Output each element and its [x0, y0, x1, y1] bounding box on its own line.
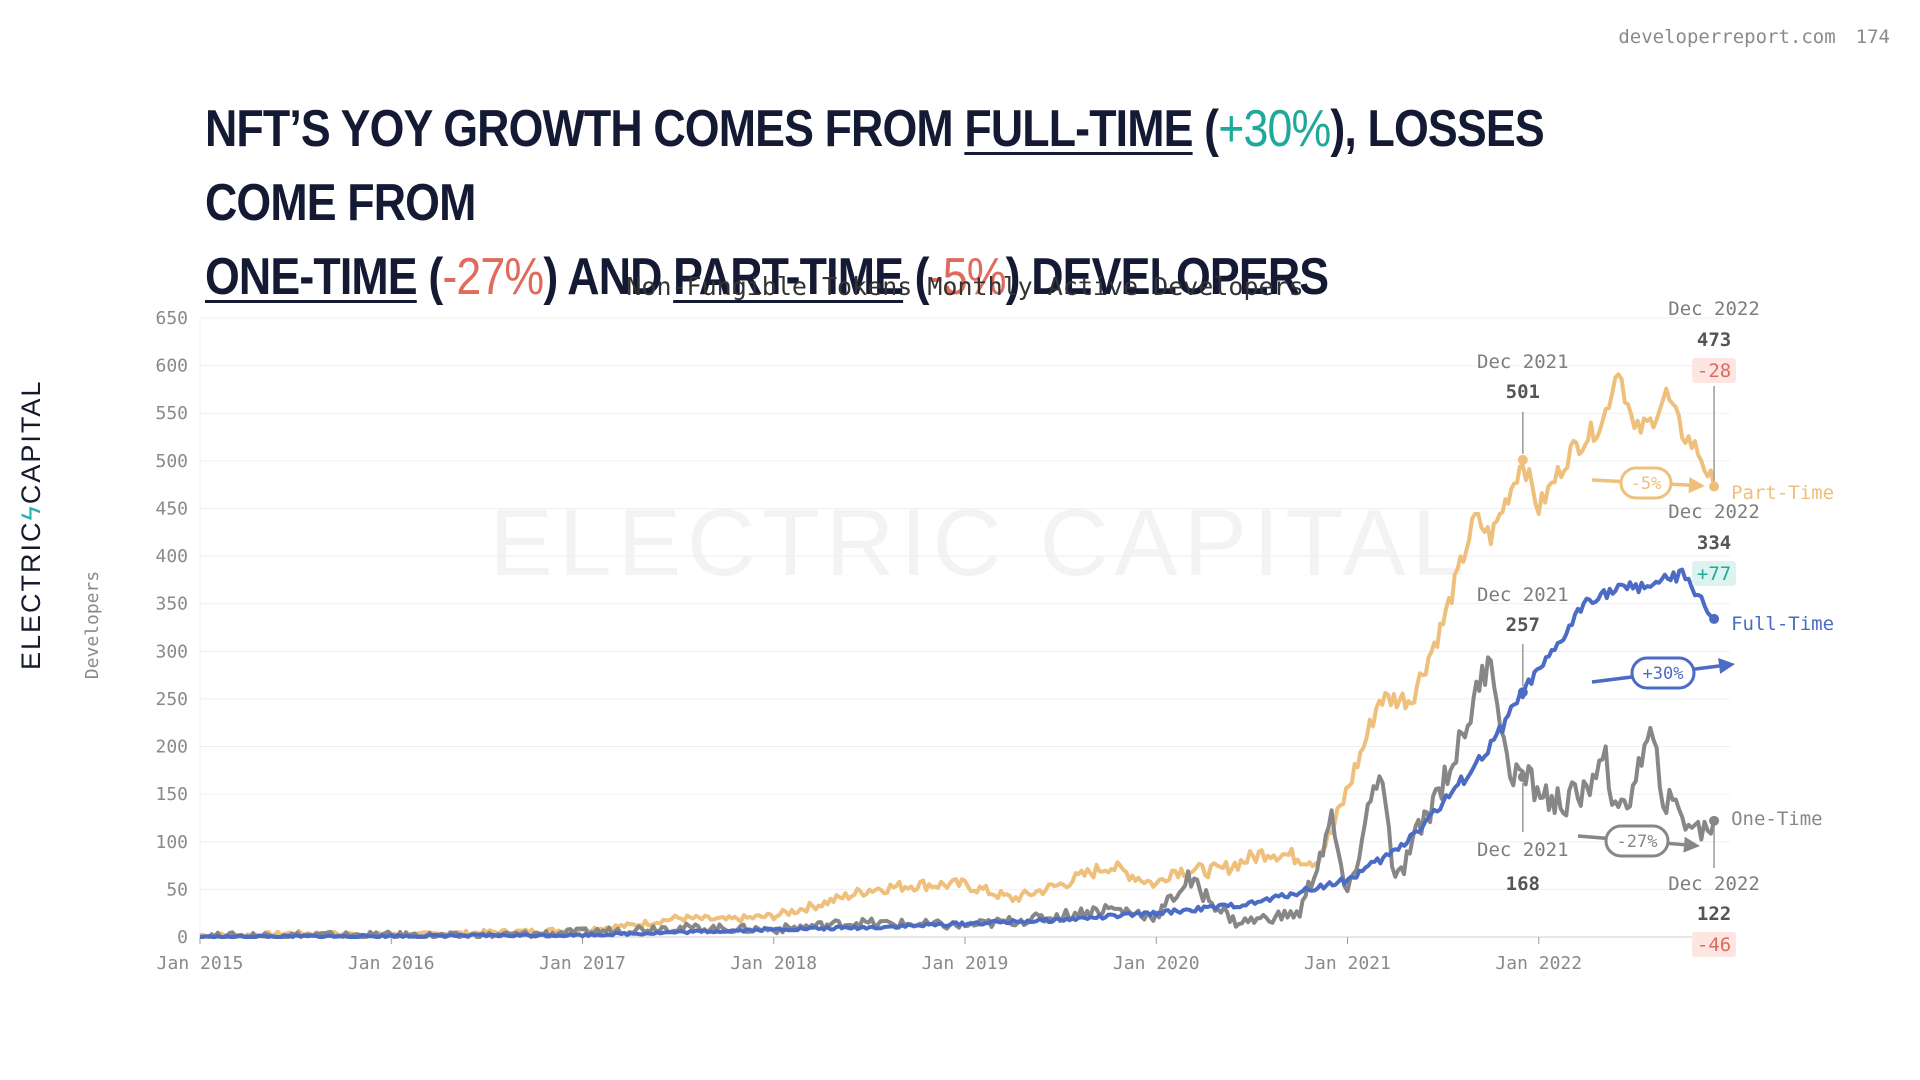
endpoint-marker	[1517, 454, 1528, 465]
annotation-value: 257	[1506, 614, 1540, 636]
y-tick-label: 200	[155, 737, 188, 758]
headline-part-time-pct: -5%	[928, 248, 1007, 306]
y-tick-label: 300	[155, 641, 188, 662]
y-tick-label: 100	[155, 832, 188, 853]
pct-pill-label: -27%	[1617, 832, 1658, 852]
annotation-value: 334	[1697, 532, 1731, 554]
y-tick-label: 500	[155, 451, 188, 472]
annotation-date: Dec 2021	[1477, 839, 1569, 861]
site-url: developerreport.com	[1618, 26, 1836, 48]
pct-pill-label: -5%	[1631, 474, 1662, 494]
annotation-value: 501	[1506, 381, 1540, 403]
x-tick-label: Jan 2021	[1304, 953, 1391, 974]
pct-pill	[1630, 656, 1696, 690]
headline-text: ), LOSSES COME FROM	[205, 100, 1545, 232]
annotation-value: 168	[1506, 873, 1540, 895]
x-tick-label: Jan 2018	[730, 953, 817, 974]
page-header-meta: developerreport.com 174	[1598, 26, 1890, 48]
x-tick-label: Jan 2016	[348, 953, 435, 974]
y-tick-label: 50	[166, 879, 188, 900]
annotation-value: 122	[1697, 903, 1731, 925]
change-badge	[1692, 358, 1737, 383]
pct-pill-label: +30%	[1643, 664, 1684, 684]
x-tick-label: Jan 2015	[157, 953, 244, 974]
chart-title: Non-Fungible Tokens Monthly Active Devel…	[626, 272, 1303, 301]
change-value: -28	[1697, 360, 1731, 382]
annotation-value: 473	[1697, 329, 1731, 351]
headline-full-time: FULL-TIME	[964, 100, 1193, 158]
y-tick-label: 250	[155, 689, 188, 710]
headline-text: NFT’S YOY GROWTH COMES FROM	[205, 100, 965, 158]
headline-one-time: ONE-TIME	[205, 248, 418, 306]
pct-pill	[1604, 824, 1670, 858]
annotation-date: Dec 2022	[1668, 501, 1760, 523]
series-line-full-time	[199, 567, 1716, 939]
y-tick-label: 600	[155, 356, 188, 377]
change-value: -46	[1697, 934, 1731, 956]
change-badge	[1692, 561, 1737, 586]
endpoint-marker	[1709, 613, 1720, 624]
x-tick-label: Jan 2019	[922, 953, 1009, 974]
page-number: 174	[1855, 26, 1890, 48]
endpoint-marker	[1709, 481, 1720, 492]
x-tick-label: Jan 2017	[539, 953, 626, 974]
headline-full-time-pct: +30%	[1218, 100, 1331, 158]
headline-one-time-pct: -27%	[442, 248, 544, 306]
y-tick-label: 0	[177, 927, 188, 948]
headline-text: ) DEVELOPERS	[1005, 248, 1330, 306]
change-badge	[1692, 932, 1737, 957]
page-title: NFT’S YOY GROWTH COMES FROM FULL-TIME (+…	[205, 100, 1545, 306]
y-tick-label: 450	[155, 498, 188, 519]
trend-arrowhead	[1718, 658, 1735, 674]
chart-grid	[199, 317, 1730, 938]
x-tick-label: Jan 2020	[1113, 953, 1200, 974]
series-lines	[199, 372, 1717, 939]
chart-watermark: ELECTRIC CAPITAL	[489, 490, 1470, 596]
y-tick-label: 350	[155, 594, 188, 615]
series-line-one-time	[199, 655, 1717, 939]
series-label-part-time: Part-Time	[1731, 482, 1834, 504]
y-tick-label: 550	[155, 403, 188, 424]
trend-arrowhead	[1683, 836, 1700, 853]
annotation-date: Dec 2021	[1477, 584, 1569, 606]
endpoint-marker	[1517, 772, 1528, 783]
annotation-date: Dec 2021	[1477, 351, 1569, 373]
pct-pill	[1619, 466, 1673, 500]
change-value: +77	[1697, 563, 1731, 585]
series-label-full-time: Full-Time	[1731, 613, 1834, 635]
headline-part-time: PART-TIME	[673, 248, 904, 306]
trend-arrowhead	[1688, 477, 1705, 494]
y-axis-label: Developers	[82, 571, 103, 679]
headline-text: ) AND	[543, 248, 674, 306]
annotation-date: Dec 2022	[1668, 298, 1760, 320]
y-tick-label: 400	[155, 546, 188, 567]
endpoint-marker	[1517, 687, 1528, 698]
endpoint-marker	[1709, 815, 1720, 826]
annotation-date: Dec 2022	[1668, 873, 1760, 895]
x-axis: Jan 2015 Jan 2016 Jan 2017 Jan 2018 Jan 2019…	[157, 937, 1582, 974]
y-axis: 0 50 100 150 200 250 300 350 400 450 500 550 600 650	[155, 308, 188, 948]
series-label-one-time: One-Time	[1731, 808, 1823, 830]
annotations: Dec 2021 501 Dec 2022 473 -28 Part-Time -5% Dec…	[1477, 298, 1834, 957]
y-tick-label: 650	[155, 308, 188, 329]
y-tick-label: 150	[155, 784, 188, 805]
x-tick-label: Jan 2022	[1495, 953, 1582, 974]
